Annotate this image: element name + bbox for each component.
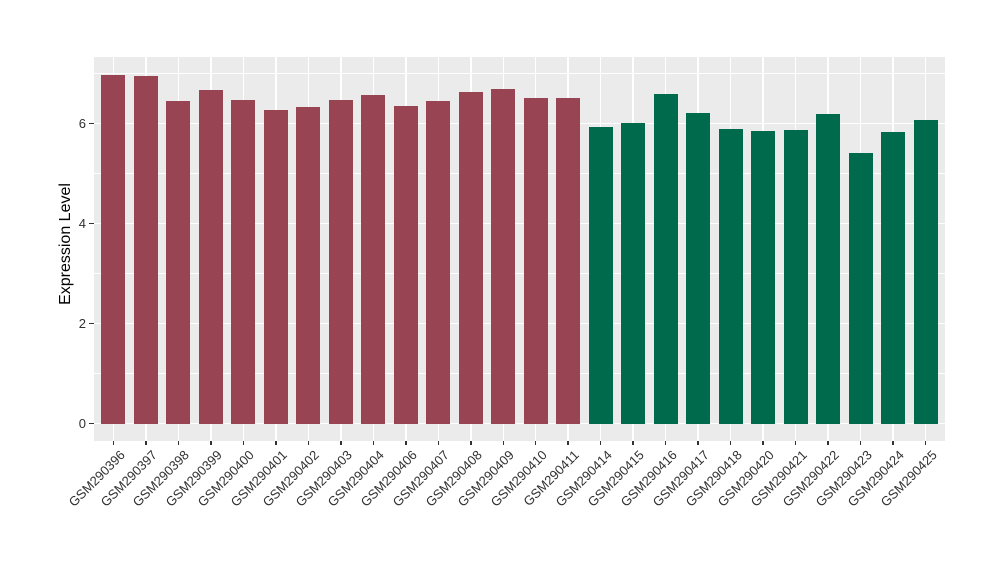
bar (231, 100, 256, 424)
bar (101, 74, 126, 424)
bar (523, 97, 548, 424)
bar (913, 120, 938, 424)
bar (848, 152, 873, 424)
y-tick-label: 4 (78, 215, 86, 231)
gridline-major-y (94, 222, 945, 225)
x-tick-mark (567, 441, 569, 445)
bar (198, 90, 223, 424)
x-tick-mark (177, 441, 180, 445)
y-tick-label: 0 (78, 415, 86, 431)
y-tick-mark (89, 222, 94, 225)
x-tick-mark (275, 441, 277, 445)
bar (393, 106, 418, 424)
x-tick-mark (762, 441, 764, 445)
x-tick-mark (470, 441, 472, 445)
x-tick-mark (502, 441, 504, 445)
gridline-minor-y (94, 373, 945, 374)
bar (653, 94, 678, 424)
gridline-minor-y (94, 173, 945, 174)
bar (133, 75, 158, 424)
bar (621, 123, 646, 424)
bar (686, 113, 711, 424)
bar (328, 100, 353, 424)
bar (263, 110, 288, 424)
x-tick-mark (210, 441, 212, 445)
x-tick-mark (632, 441, 634, 445)
x-tick-mark (729, 441, 732, 445)
x-tick-mark (664, 441, 667, 445)
x-tick-mark (307, 441, 310, 445)
bar (588, 127, 613, 424)
x-tick-mark (827, 441, 829, 445)
x-tick-mark (794, 441, 797, 445)
bar (556, 98, 581, 424)
y-tick-mark (89, 422, 94, 425)
x-tick-mark (340, 441, 342, 445)
bar (296, 107, 321, 424)
x-tick-mark (534, 441, 537, 445)
x-tick-mark (437, 441, 440, 445)
gridline-major-y (94, 122, 945, 125)
plot-panel (94, 57, 945, 441)
y-tick-label: 2 (78, 315, 86, 331)
gridline-minor-y (94, 273, 945, 274)
bar (426, 101, 451, 424)
x-tick-mark (859, 441, 862, 445)
y-tick-mark (89, 122, 94, 125)
bar (816, 114, 841, 424)
gridline-minor-y (94, 73, 945, 74)
bar (166, 101, 191, 424)
gridline-major-y (94, 422, 945, 425)
x-tick-mark (924, 441, 927, 445)
y-tick-label: 6 (78, 115, 86, 131)
x-tick-mark (112, 441, 115, 445)
x-tick-mark (405, 441, 407, 445)
bar (458, 92, 483, 424)
x-tick-mark (892, 441, 894, 445)
bar (881, 132, 906, 424)
x-tick-mark (697, 441, 699, 445)
y-axis-title: Expression Level (57, 183, 74, 305)
bar (491, 88, 516, 424)
bar (361, 95, 386, 424)
y-tick-mark (89, 322, 94, 325)
x-tick-mark (599, 441, 602, 445)
gridline-major-y (94, 322, 945, 325)
x-tick-mark (145, 441, 147, 445)
x-tick-mark (372, 441, 375, 445)
bar (718, 128, 743, 424)
bar (751, 131, 776, 424)
bar (783, 130, 808, 424)
x-tick-mark (242, 441, 245, 445)
